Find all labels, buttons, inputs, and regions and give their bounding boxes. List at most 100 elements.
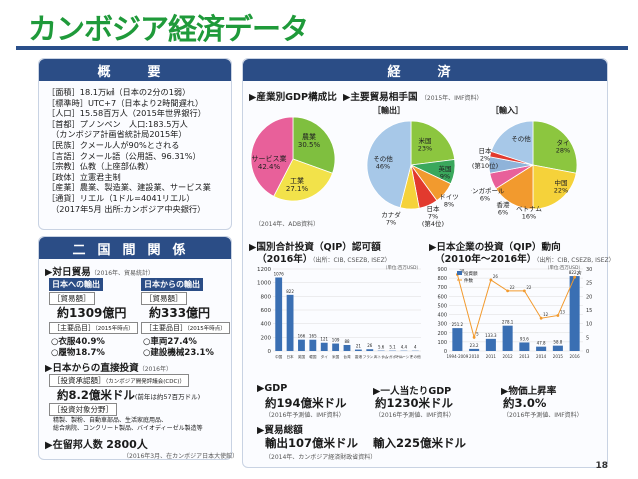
import-label: ［輸入］ [491, 106, 523, 115]
count-point [556, 314, 560, 317]
bar [332, 343, 340, 351]
approved-value: 約8.2億米ドル(前年は約57百万ドル) [57, 387, 200, 403]
pie-slice [410, 120, 456, 166]
count-value-label: 27 [577, 271, 583, 276]
bar-value-label: 109 [332, 338, 340, 343]
count-value-label: 22 [510, 285, 516, 290]
x-tick-label: 香港 [355, 354, 363, 359]
export-label: ［輸出］ [373, 106, 405, 115]
y-tick-label: 1200 [257, 267, 271, 273]
fields-line: 精製、製粉、自動車部品、生活家庭用品、 [53, 417, 168, 424]
count-point [489, 278, 493, 282]
count-value-label: 26 [493, 274, 499, 279]
count-line [456, 274, 576, 340]
trade-amount-label: ［貿易額］ [141, 292, 187, 305]
count-point [539, 316, 543, 320]
bar [452, 328, 463, 351]
main-items-source: （2015年時点） [187, 326, 226, 332]
bar-value-label: 5.1 [389, 345, 396, 350]
fdi-title: ▶日本からの直接投資（2016年） [45, 360, 172, 374]
bar-value-label: 4.4 [401, 345, 408, 350]
pie-label: 農業 [302, 132, 316, 141]
x-tick-label: 2011 [486, 354, 497, 359]
y-tick-label: 800 [261, 294, 272, 300]
gdp-title: ▶GDP [257, 383, 288, 394]
pie-label: 6% [498, 209, 508, 217]
title-underline [16, 46, 628, 50]
page-number: 18 [595, 461, 608, 471]
qip-title: ▶国別合計投資（QIP）認可額 [249, 242, 381, 253]
import-total: 輸入225億米ドル [373, 436, 467, 450]
bar-value-label: 121 [320, 337, 328, 342]
gdp-per-capita-title: ▶一人当たりGDP [373, 386, 452, 397]
pie-label: ベトナム [516, 205, 542, 213]
main-items-text: ［主要品目］ [145, 324, 187, 332]
x-tick-label: その他 [410, 354, 421, 359]
pie-slice [490, 120, 534, 166]
count-value-label: 28 [459, 268, 465, 273]
inflation-source: （2016年予測値、IMF資料） [503, 412, 583, 419]
overview-line: ［宗教］仏教（上座部仏教） [47, 161, 154, 172]
x-tick-label: 2016 [570, 354, 581, 359]
pie-label: (第10位) [472, 161, 498, 170]
bar-value-label: 21 [356, 344, 362, 349]
trade-total-source: （2014年、カンボジア経済財政省資料） [265, 454, 377, 461]
y-tick-label: 200 [437, 331, 447, 337]
gdp-composition-source: （2014年、ADB資料） [255, 221, 320, 228]
approved-label: ［投資承認額］（カンボジア開発評議会(CDC)） [49, 374, 189, 387]
count-value-label: 5 [476, 331, 479, 336]
bar [485, 338, 496, 351]
bar-value-label: 88 [344, 339, 350, 344]
main-items-text: ［主要品目］ [53, 324, 95, 332]
x-tick-label: シンガポール [382, 354, 404, 359]
bar-value-label: 251.2 [452, 322, 464, 327]
count-point [573, 275, 577, 279]
pie-slice [273, 158, 334, 202]
bar-value-label: 58.8 [553, 340, 562, 345]
y-tick-label: 800 [437, 276, 447, 282]
pie-slice [532, 120, 578, 174]
inflation-value: 約3.0% [503, 396, 547, 410]
chart-unit: （単位:百万USD） [383, 264, 421, 271]
y-tick-label: 300 [437, 322, 447, 328]
legend-label: 投資額 [464, 270, 478, 277]
pie-slice [250, 116, 294, 197]
y2-tick-label: 30 [586, 267, 592, 273]
legend-swatch [457, 271, 462, 275]
overview-line: ［通貨］リエル（1ドル=4041リエル） [47, 192, 195, 203]
x-tick-label: 2013 [519, 354, 530, 359]
bar-value-label: 1076 [274, 271, 285, 276]
overview-line: ［言語］クメール語（公用語、96.31%） [47, 150, 201, 161]
overview-lines: ［面積］18.1万㎢（日本の2分の1弱） ［標準時］UTC+7（日本より2時間遅… [47, 87, 211, 214]
overview-line: ［面積］18.1万㎢（日本の2分の1弱） [47, 87, 191, 97]
pie-label: 香港 [497, 200, 511, 209]
bar [536, 346, 547, 351]
jp-source: （出所：CIB, CSEZB, ISEZ） [536, 257, 615, 264]
bar-value-label: 23.2 [470, 343, 479, 348]
overview-line: ［人口］15.58百万人（2015年世界銀行） [47, 108, 206, 119]
pie-label: 23% [418, 145, 432, 153]
bar [569, 276, 580, 351]
economy-panel: 経 済 ▶産業別GDP構成比 ▶主要貿易相手国 （2015年、IMF資料） ［輸… [242, 58, 615, 468]
pie-label: タイ [557, 138, 570, 147]
pie-label: シンガポール [471, 186, 505, 195]
gdp-value: 約194億米ドル [265, 396, 347, 410]
count-value-label: 12 [543, 312, 549, 317]
bar-value-label: 47.8 [537, 341, 546, 346]
count-point [472, 335, 476, 339]
count-value-label: 22 [526, 285, 532, 290]
x-tick-label: 2015 [553, 354, 564, 359]
residents-title: ▶在留邦人数 2800人 [45, 436, 148, 452]
pie-label: サービス業 [252, 154, 287, 163]
approved-note: (前年は約57百万ドル) [134, 393, 201, 401]
pie-label: その他 [511, 134, 531, 143]
gdp-source: （2016年予測値、IMF資料） [265, 412, 345, 419]
pie-label: 英国 [439, 164, 452, 173]
pie-label: 8% [444, 201, 454, 209]
pie-label: 7% [428, 213, 438, 221]
jp-sub-text: （2010年〜2016年） [435, 254, 537, 265]
pie-label: 22% [554, 187, 568, 195]
relations-header: 二国間関係 [39, 237, 231, 259]
